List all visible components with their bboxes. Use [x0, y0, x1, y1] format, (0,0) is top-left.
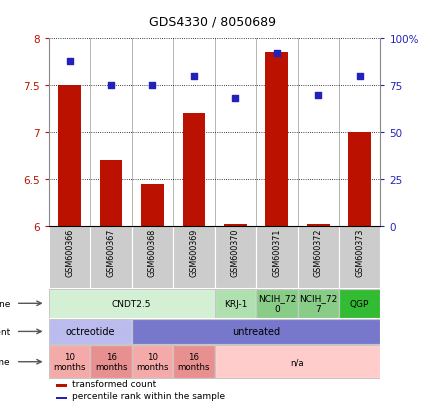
- Text: transformed count: transformed count: [72, 379, 156, 388]
- FancyBboxPatch shape: [49, 226, 90, 289]
- Text: untreated: untreated: [232, 327, 280, 337]
- Point: [108, 83, 114, 89]
- Text: 10
months: 10 months: [136, 352, 169, 372]
- Text: cell line: cell line: [0, 299, 11, 308]
- Text: QGP: QGP: [350, 299, 369, 308]
- Bar: [348, 133, 371, 226]
- Point: [66, 58, 73, 65]
- FancyBboxPatch shape: [339, 226, 380, 289]
- FancyBboxPatch shape: [256, 226, 298, 289]
- Text: time: time: [0, 357, 11, 366]
- Text: agent: agent: [0, 327, 11, 336]
- Bar: [56, 384, 67, 387]
- Bar: [99, 161, 122, 226]
- Text: GDS4330 / 8050689: GDS4330 / 8050689: [149, 16, 276, 29]
- FancyBboxPatch shape: [256, 289, 298, 318]
- Point: [273, 51, 280, 57]
- FancyBboxPatch shape: [215, 289, 256, 318]
- Text: GSM600373: GSM600373: [355, 228, 364, 276]
- FancyBboxPatch shape: [339, 289, 380, 318]
- Text: NCIH_72
7: NCIH_72 7: [299, 294, 337, 313]
- Text: GSM600366: GSM600366: [65, 228, 74, 276]
- Text: GSM600371: GSM600371: [272, 228, 281, 276]
- FancyBboxPatch shape: [298, 226, 339, 289]
- FancyBboxPatch shape: [173, 226, 215, 289]
- Point: [356, 74, 363, 80]
- Text: GSM600368: GSM600368: [148, 228, 157, 276]
- FancyBboxPatch shape: [215, 226, 256, 289]
- FancyBboxPatch shape: [49, 345, 90, 378]
- Text: NCIH_72
0: NCIH_72 0: [258, 294, 296, 313]
- Bar: [224, 224, 247, 226]
- Text: GSM600369: GSM600369: [190, 228, 198, 276]
- Text: GSM600370: GSM600370: [231, 228, 240, 276]
- FancyBboxPatch shape: [90, 345, 132, 378]
- Text: n/a: n/a: [291, 357, 304, 366]
- FancyBboxPatch shape: [49, 289, 215, 318]
- Text: 16
months: 16 months: [95, 352, 127, 372]
- Bar: [182, 114, 205, 226]
- Text: KRJ-1: KRJ-1: [224, 299, 247, 308]
- FancyBboxPatch shape: [298, 289, 339, 318]
- FancyBboxPatch shape: [132, 319, 380, 344]
- FancyBboxPatch shape: [173, 345, 215, 378]
- Text: GSM600367: GSM600367: [107, 228, 116, 276]
- Point: [315, 92, 322, 99]
- FancyBboxPatch shape: [215, 345, 380, 378]
- Bar: [141, 184, 164, 226]
- Point: [232, 96, 239, 102]
- Text: GSM600372: GSM600372: [314, 228, 323, 277]
- Point: [190, 74, 197, 80]
- FancyBboxPatch shape: [49, 319, 132, 344]
- Bar: [265, 53, 288, 226]
- Text: 16
months: 16 months: [178, 352, 210, 372]
- FancyBboxPatch shape: [132, 345, 173, 378]
- Bar: [58, 86, 81, 226]
- Text: 10
months: 10 months: [54, 352, 86, 372]
- Bar: [56, 396, 67, 399]
- FancyBboxPatch shape: [90, 226, 132, 289]
- Text: octreotide: octreotide: [65, 327, 115, 337]
- FancyBboxPatch shape: [132, 226, 173, 289]
- Text: CNDT2.5: CNDT2.5: [112, 299, 151, 308]
- Point: [149, 83, 156, 89]
- Bar: [307, 224, 330, 226]
- Text: percentile rank within the sample: percentile rank within the sample: [72, 391, 225, 400]
